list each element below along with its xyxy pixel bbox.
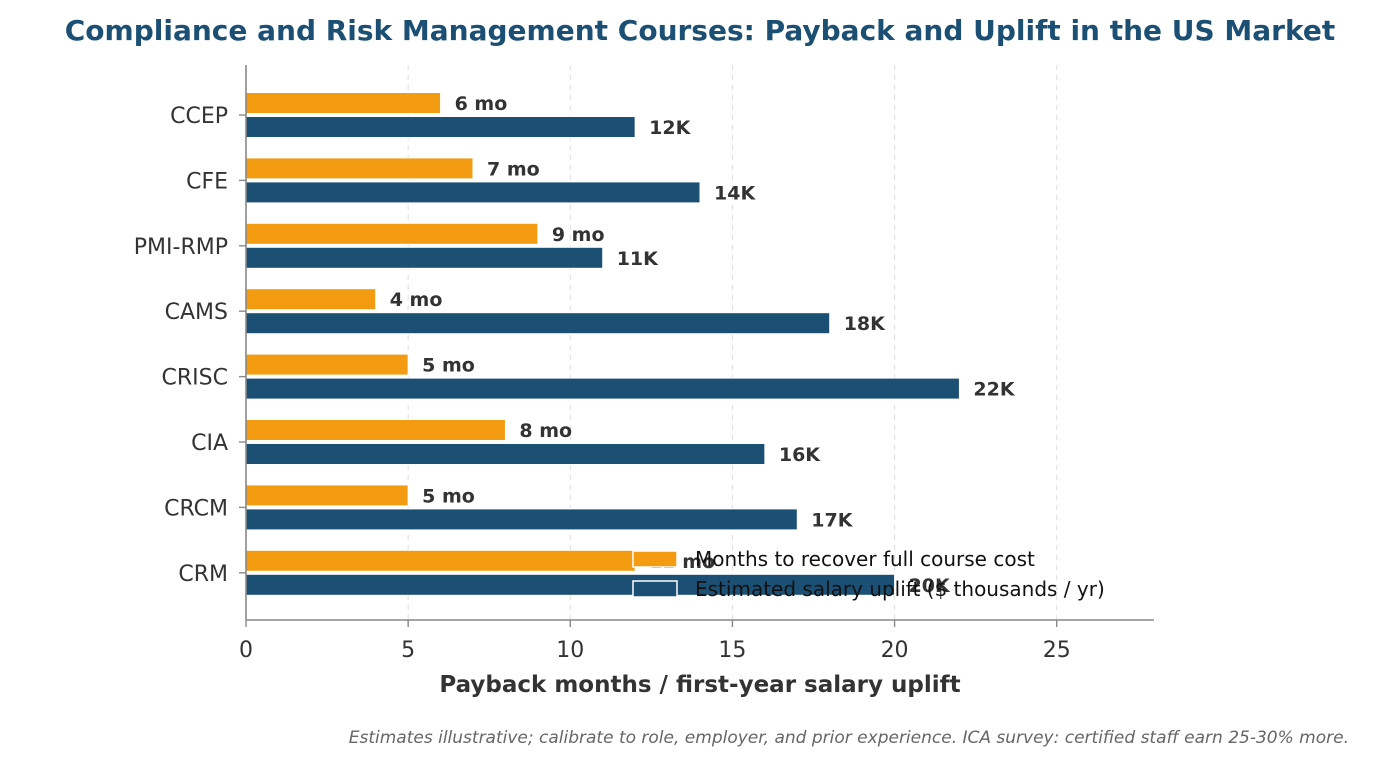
data-label: 12K bbox=[649, 117, 691, 139]
legend-entry: Months to recover full course cost bbox=[695, 547, 1035, 571]
legend-entry: Estimated salary uplift ($ thousands / y… bbox=[695, 577, 1105, 601]
category-label: CRCM bbox=[164, 496, 228, 521]
bar-payback-crisc bbox=[245, 353, 409, 376]
bar-payback-crcm bbox=[245, 484, 409, 507]
category-label: CIA bbox=[191, 431, 228, 456]
data-label: 11K bbox=[617, 248, 659, 270]
data-label: 18K bbox=[844, 313, 886, 335]
x-tick-label: 10 bbox=[556, 638, 584, 663]
data-label: 14K bbox=[714, 182, 756, 204]
data-label: 6 mo bbox=[455, 93, 508, 115]
data-label: 16K bbox=[779, 444, 821, 466]
x-tick-label: 20 bbox=[881, 638, 909, 663]
x-tick-label: 15 bbox=[718, 638, 746, 663]
data-label: 7 mo bbox=[487, 158, 540, 180]
bar-uplift-cams bbox=[245, 312, 831, 335]
x-tick-label: 0 bbox=[239, 638, 253, 663]
category-label: PMI-RMP bbox=[134, 235, 228, 260]
category-label: CAMS bbox=[165, 300, 228, 325]
category-label: CRISC bbox=[162, 366, 228, 391]
grid bbox=[407, 65, 1058, 620]
legend: Months to recover full course cost Estima… bbox=[632, 547, 1105, 601]
bar-uplift-crcm bbox=[245, 508, 798, 531]
bar-uplift-cia bbox=[245, 443, 766, 465]
data-label: 22K bbox=[973, 379, 1015, 401]
data-label: 8 mo bbox=[519, 420, 572, 442]
category-label: CFE bbox=[186, 169, 228, 194]
data-label: 9 mo bbox=[552, 224, 605, 246]
legend-swatch bbox=[632, 580, 678, 598]
bar-uplift-ccep bbox=[245, 116, 636, 138]
data-label: 17K bbox=[811, 509, 853, 531]
bars: 6 mo 12K 7 mo 14K 9 mo 11K 4 mo 18K 5 mo 22K 8 mo 1… bbox=[245, 92, 1016, 597]
data-label: 4 mo bbox=[390, 289, 443, 311]
data-label: 5 mo bbox=[422, 355, 475, 377]
chart-title: Compliance and Risk Management Courses: … bbox=[65, 14, 1336, 47]
category-label: CCEP bbox=[170, 104, 228, 129]
data-label: 5 mo bbox=[422, 485, 475, 507]
x-tick-label: 5 bbox=[401, 638, 415, 663]
footnote: Estimates illustrative; calibrate to rol… bbox=[349, 728, 1349, 748]
data-label: 20K bbox=[909, 575, 951, 597]
bar-payback-ccep bbox=[245, 92, 442, 114]
bar-payback-cfe bbox=[245, 157, 474, 180]
bar-uplift-crisc bbox=[245, 377, 960, 400]
x-axis-label: Payback months / first-year salary uplif… bbox=[439, 672, 960, 698]
legend-swatch bbox=[632, 550, 678, 568]
category-label: CRM bbox=[178, 562, 228, 587]
bar-payback-pmi-rmp bbox=[245, 222, 539, 245]
bar-payback-cia bbox=[245, 419, 506, 441]
bar-payback-crm bbox=[245, 549, 636, 572]
bar-uplift-cfe bbox=[245, 181, 701, 204]
axes: CCEP CFE PMI-RMP CAMS CRISC CIA CRCM CRM 0 5 10 15 2… bbox=[134, 65, 1154, 663]
bar-uplift-pmi-rmp bbox=[245, 246, 604, 269]
bar-payback-cams bbox=[245, 288, 377, 311]
x-tick-label: 25 bbox=[1043, 638, 1071, 663]
